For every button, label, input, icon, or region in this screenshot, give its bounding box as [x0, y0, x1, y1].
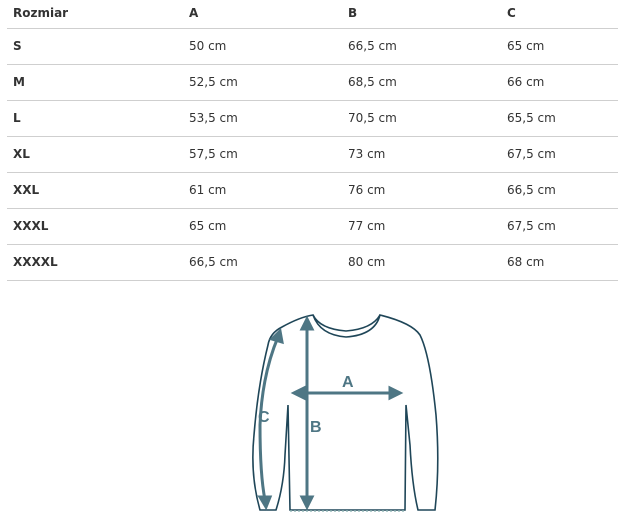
- size-table: Rozmiar A B C S 50 cm 66,5 cm 65 cm M 52,5 cm…: [7, 0, 618, 281]
- c-cell: 66,5 cm: [501, 172, 618, 209]
- table-row: XXL 61 cm 76 cm 66,5 cm: [7, 172, 618, 209]
- label-a: A: [342, 374, 354, 391]
- arrow-c-head-top: [269, 327, 284, 345]
- arrow-c-head-bottom: [257, 495, 273, 511]
- collar: [312, 314, 381, 332]
- c-cell: 65 cm: [501, 28, 618, 65]
- b-cell: 70,5 cm: [342, 100, 501, 137]
- shirt-measurement-diagram: A B C: [252, 314, 439, 512]
- arrow-b-head-top: [299, 315, 315, 331]
- table-row: L 53,5 cm 70,5 cm 65,5 cm: [7, 100, 618, 137]
- header-c: C: [501, 0, 618, 29]
- b-cell: 76 cm: [342, 172, 501, 209]
- label-c: C: [258, 409, 270, 426]
- a-cell: 53,5 cm: [183, 100, 342, 137]
- c-cell: 68 cm: [501, 244, 618, 281]
- c-cell: 67,5 cm: [501, 208, 618, 245]
- arrow-c: [258, 336, 280, 501]
- size-cell: M: [7, 64, 183, 101]
- c-cell: 65,5 cm: [501, 100, 618, 137]
- b-cell: 68,5 cm: [342, 64, 501, 101]
- size-cell: XXL: [7, 172, 183, 209]
- c-cell: 67,5 cm: [501, 136, 618, 173]
- header-b: B: [342, 0, 501, 29]
- table-row: M 52,5 cm 68,5 cm 66 cm: [7, 64, 618, 101]
- size-cell: XXXL: [7, 208, 183, 245]
- c-cell: 66 cm: [501, 64, 618, 101]
- label-b: B: [310, 419, 322, 436]
- a-cell: 52,5 cm: [183, 64, 342, 101]
- a-cell: 66,5 cm: [183, 244, 342, 281]
- table-row: XXXXL 66,5 cm 80 cm 68 cm: [7, 244, 618, 281]
- b-cell: 73 cm: [342, 136, 501, 173]
- header-a: A: [183, 0, 342, 29]
- b-cell: 77 cm: [342, 208, 501, 245]
- table-row: S 50 cm 66,5 cm 65 cm: [7, 28, 618, 65]
- b-cell: 80 cm: [342, 244, 501, 281]
- size-cell: S: [7, 28, 183, 65]
- table-header-row: Rozmiar A B C: [7, 0, 618, 29]
- arrow-b-head-bottom: [299, 495, 315, 511]
- table-row: XL 57,5 cm 73 cm 67,5 cm: [7, 136, 618, 173]
- arrow-a-head-left: [290, 385, 306, 401]
- size-cell: L: [7, 100, 183, 137]
- shirt-outline: [252, 314, 439, 511]
- arrow-a-head-right: [388, 385, 404, 401]
- size-cell: XXXXL: [7, 244, 183, 281]
- a-cell: 65 cm: [183, 208, 342, 245]
- a-cell: 50 cm: [183, 28, 342, 65]
- b-cell: 66,5 cm: [342, 28, 501, 65]
- size-cell: XL: [7, 136, 183, 173]
- a-cell: 57,5 cm: [183, 136, 342, 173]
- table-row: XXXL 65 cm 77 cm 67,5 cm: [7, 208, 618, 245]
- header-size: Rozmiar: [7, 0, 183, 29]
- a-cell: 61 cm: [183, 172, 342, 209]
